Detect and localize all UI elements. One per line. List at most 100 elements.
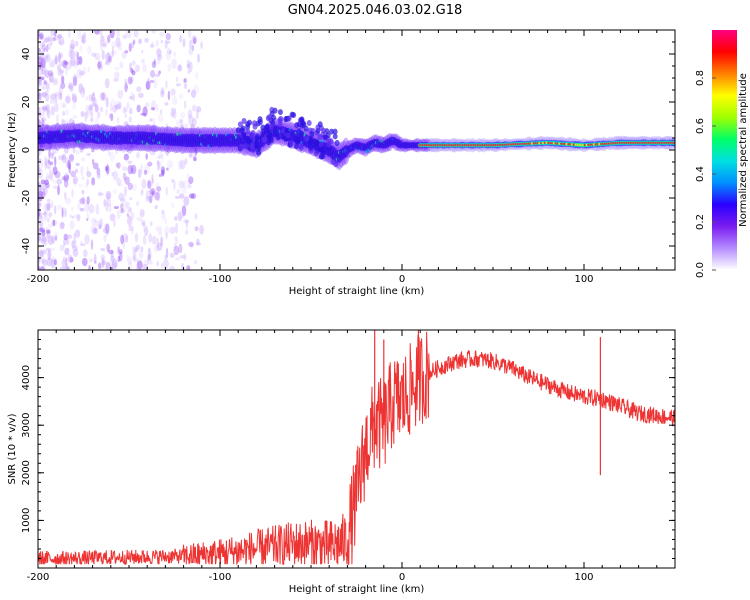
noise-blob xyxy=(81,176,85,181)
noise-blob xyxy=(160,109,163,115)
noise-blob xyxy=(102,38,108,49)
noise-blob xyxy=(175,239,179,245)
noise-blob xyxy=(88,107,94,116)
noise-blob xyxy=(99,106,104,113)
noise-blob xyxy=(47,70,54,77)
noise-blob xyxy=(50,200,54,209)
noise-blob xyxy=(150,191,155,196)
noise-blob xyxy=(41,68,44,75)
noise-blob xyxy=(67,160,71,170)
noise-blob xyxy=(143,169,148,175)
noise-blob xyxy=(64,172,69,183)
noise-blob xyxy=(43,237,49,246)
noise-blob xyxy=(54,171,61,179)
noise-blob xyxy=(116,209,121,220)
noise-blob xyxy=(90,103,94,109)
noise-blob xyxy=(64,119,69,128)
noise-blob xyxy=(120,234,125,245)
noise-blob xyxy=(51,148,58,154)
noise-blob xyxy=(174,236,178,241)
noise-blob xyxy=(136,86,142,92)
noise-blob xyxy=(145,189,152,200)
noise-blob xyxy=(71,92,74,102)
noise-blob xyxy=(88,203,95,214)
noise-blob xyxy=(72,248,79,258)
noise-blob xyxy=(94,117,99,127)
noise-blob xyxy=(177,64,183,72)
noise-blob xyxy=(106,243,111,253)
noise-blob xyxy=(38,190,42,202)
noise-blob xyxy=(196,242,202,246)
noise-blob xyxy=(76,56,82,63)
noise-blob xyxy=(153,58,156,65)
noise-blob xyxy=(38,215,44,226)
noise-blob xyxy=(86,171,92,178)
noise-blob xyxy=(71,215,74,219)
noise-blob xyxy=(47,235,54,246)
noise-blob xyxy=(105,52,111,63)
noise-blob xyxy=(45,81,51,93)
noise-blob xyxy=(53,35,60,41)
scatter-blob xyxy=(303,135,309,142)
noise-blob xyxy=(178,180,184,189)
noise-blob xyxy=(38,181,41,187)
noise-blob xyxy=(134,246,138,253)
noise-blob xyxy=(111,171,114,177)
noise-blob xyxy=(159,144,163,154)
noise-blob xyxy=(100,254,106,260)
noise-blob xyxy=(126,85,129,89)
noise-blob xyxy=(124,208,130,213)
noise-blob xyxy=(136,151,140,159)
noise-blob xyxy=(75,122,81,127)
noise-blob xyxy=(49,152,55,157)
noise-blob xyxy=(39,32,44,40)
noise-blob xyxy=(108,249,114,255)
noise-blob xyxy=(147,253,152,261)
noise-blob xyxy=(58,52,61,63)
noise-blob xyxy=(92,91,95,96)
noise-blob xyxy=(160,169,165,177)
noise-blob xyxy=(155,103,159,112)
noise-blob xyxy=(196,238,200,246)
noise-blob xyxy=(169,226,176,234)
noise-blob xyxy=(187,61,193,73)
noise-blob xyxy=(167,63,172,72)
noise-blob xyxy=(64,197,71,205)
scatter-blob xyxy=(243,142,249,149)
noise-blob xyxy=(83,32,87,39)
noise-blob xyxy=(113,205,120,210)
noise-blob xyxy=(109,202,112,214)
noise-blob xyxy=(128,225,134,232)
noise-blob xyxy=(68,82,74,90)
noise-blob xyxy=(165,40,171,44)
noise-blob xyxy=(39,210,42,216)
noise-blob xyxy=(160,262,164,269)
noise-blob xyxy=(40,191,46,199)
noise-blob xyxy=(76,214,81,222)
noise-blob xyxy=(57,204,62,211)
noise-blob xyxy=(50,151,55,156)
noise-blob xyxy=(38,87,42,92)
noise-blob xyxy=(184,229,189,236)
noise-blob xyxy=(44,146,49,151)
noise-blob xyxy=(98,224,102,230)
noise-blob xyxy=(106,167,111,174)
noise-blob xyxy=(42,212,48,216)
noise-blob xyxy=(175,257,180,261)
noise-blob xyxy=(81,36,87,44)
noise-blob xyxy=(84,234,90,245)
noise-blob xyxy=(38,34,44,40)
scatter-blob xyxy=(251,120,257,127)
noise-blob xyxy=(52,37,56,42)
scatter-blob xyxy=(245,128,251,135)
noise-blob xyxy=(38,249,44,260)
noise-blob xyxy=(171,107,177,115)
noise-blob xyxy=(183,219,190,224)
noise-blob xyxy=(73,240,77,249)
noise-blob xyxy=(58,36,65,46)
noise-blob xyxy=(49,170,54,180)
noise-blob xyxy=(53,91,59,97)
noise-blob xyxy=(59,221,65,230)
noise-blob xyxy=(190,148,195,158)
noise-blob xyxy=(38,250,41,254)
